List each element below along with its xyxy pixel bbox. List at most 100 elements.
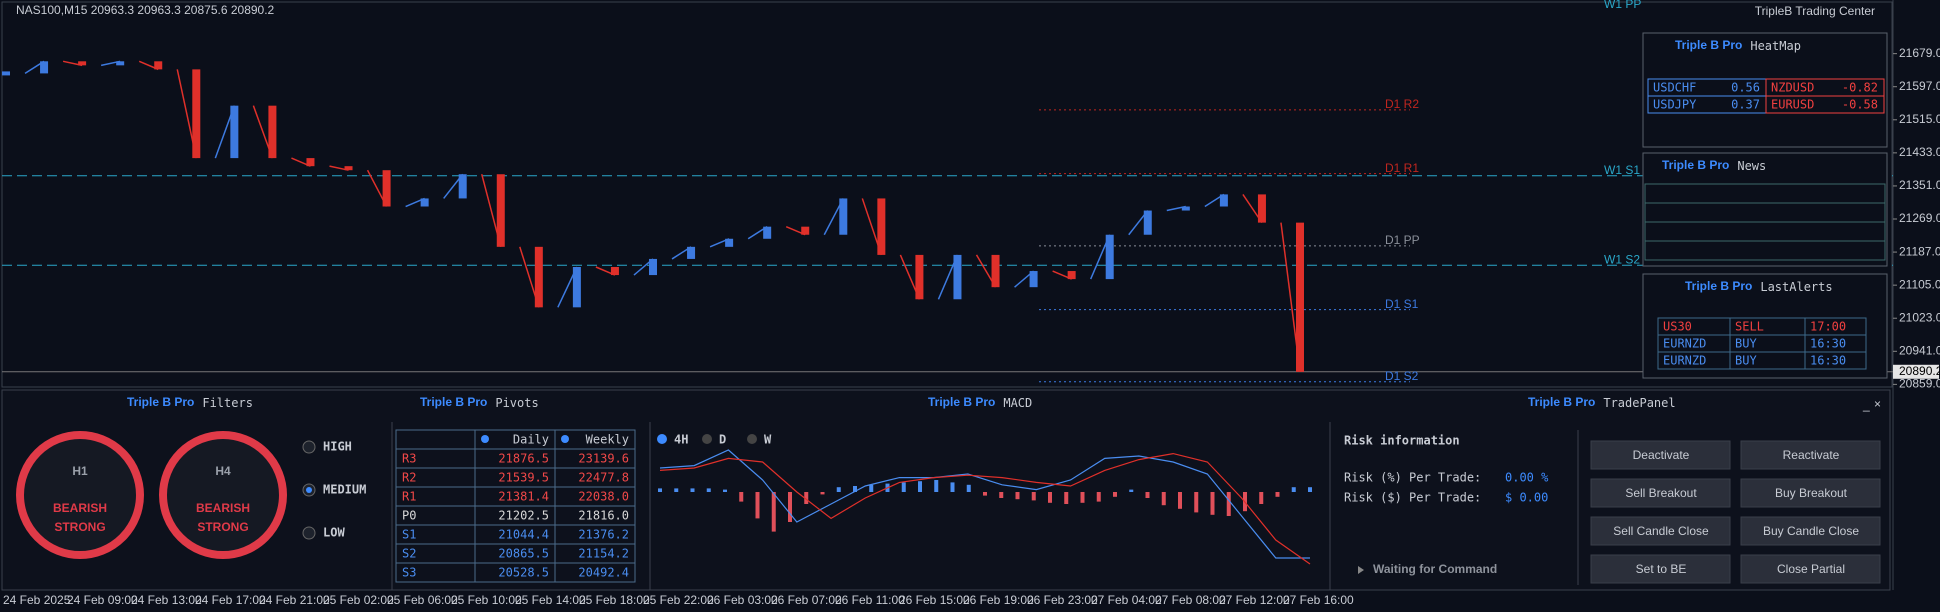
title: Filters: [202, 396, 253, 410]
close-icon[interactable]: ×: [1874, 397, 1881, 411]
price-tick-label: 21023.0: [1899, 310, 1940, 324]
macd-bar: [1096, 492, 1101, 502]
news-box: [1642, 152, 1888, 267]
brand: Triple B Pro: [1675, 38, 1742, 52]
heatmap-box: [1642, 32, 1888, 148]
button[interactable]: [1590, 516, 1731, 546]
macd-bar: [983, 492, 987, 496]
time-label: 25 Feb 18:00: [579, 593, 650, 607]
button-label[interactable]: Buy Candle Close: [1763, 524, 1859, 538]
button-label[interactable]: Set to BE: [1636, 562, 1687, 576]
title: Pivots: [495, 396, 538, 410]
risk-value: 0.00 %: [1505, 471, 1549, 485]
macd-bar: [869, 484, 874, 492]
tf-label[interactable]: D: [719, 433, 726, 447]
brand: Triple B Pro: [1528, 395, 1595, 409]
panel-title: Triple B Pro Filters: [127, 395, 253, 409]
time-label: 25 Feb 02:00: [323, 593, 394, 607]
gauge-strength: STRONG: [197, 520, 248, 534]
button[interactable]: [1740, 478, 1881, 508]
button-label[interactable]: Close Partial: [1777, 562, 1845, 576]
candle: [2, 71, 10, 76]
time-label: 24 Feb 21:00: [259, 593, 330, 607]
button-label[interactable]: Buy Breakout: [1775, 486, 1848, 500]
candle: [154, 61, 163, 70]
candle: [915, 254, 924, 300]
tf-radio[interactable]: [657, 434, 667, 444]
macd-bar: [853, 486, 857, 492]
candle: [1029, 271, 1038, 288]
candle: [1105, 234, 1114, 280]
candle: [40, 61, 49, 74]
pivot-text: 21154.2: [578, 547, 629, 561]
radio[interactable]: [302, 440, 316, 454]
button-label[interactable]: Deactivate: [1633, 448, 1690, 462]
tf-radio[interactable]: [702, 434, 712, 444]
tf-label[interactable]: 4H: [674, 433, 688, 447]
candle: [1181, 206, 1190, 211]
alert-text: US30: [1663, 320, 1692, 334]
macd-bar: [658, 488, 662, 492]
button[interactable]: [1740, 554, 1881, 584]
button-label[interactable]: Sell Candle Close: [1613, 524, 1709, 538]
time-label: 26 Feb 11:00: [835, 593, 905, 607]
radio-dot: [306, 487, 312, 493]
radio-label[interactable]: LOW: [323, 526, 345, 540]
macd-bar: [999, 492, 1004, 498]
alert-text: EURNZD: [1663, 337, 1706, 351]
pivot-text: P0: [402, 509, 416, 523]
daily-level-label: D1 R2: [1385, 97, 1419, 111]
news-row: [1644, 240, 1886, 261]
candle: [572, 267, 581, 308]
time-label: 24 Feb 2025: [3, 593, 71, 607]
button[interactable]: [1590, 440, 1731, 470]
heatmap-pair: USDJPY: [1653, 98, 1697, 112]
pivot-text: 21381.4: [498, 490, 549, 504]
button-label[interactable]: Reactivate: [1783, 448, 1840, 462]
alert-text: 16:30: [1810, 337, 1846, 351]
alert-text: 16:30: [1810, 354, 1846, 368]
radio-label[interactable]: MEDIUM: [323, 483, 366, 497]
candle: [649, 258, 657, 276]
candle: [1257, 194, 1266, 223]
title: TradePanel: [1603, 396, 1675, 410]
button[interactable]: [1590, 554, 1731, 584]
alert-text: SELL: [1735, 320, 1764, 334]
title: LastAlerts: [1760, 280, 1832, 294]
symbol-info: NAS100,M15 20963.3 20963.3 20875.6 20890…: [16, 3, 275, 17]
button[interactable]: [1740, 440, 1881, 470]
macd-bar: [1275, 492, 1280, 497]
macd-main-line: [659, 449, 1310, 559]
alert-text: BUY: [1735, 354, 1757, 368]
tf-radio[interactable]: [747, 434, 757, 444]
macd-bar: [1194, 492, 1199, 513]
pivot-text: S3: [402, 566, 416, 580]
heatmap-cell: [1765, 95, 1885, 114]
gauge-timeframe: H1: [72, 464, 88, 478]
gauge-trend: BEARISH: [53, 501, 107, 515]
pivot-text: 21876.5: [498, 452, 549, 466]
gauge-ring: [16, 431, 144, 559]
alert-text: 17:00: [1810, 320, 1846, 334]
pivot-head-radio: [561, 435, 569, 443]
candle: [1219, 194, 1228, 207]
macd-bar: [836, 487, 841, 492]
button-label[interactable]: Sell Breakout: [1625, 486, 1697, 500]
price-tick-label: 21187.0: [1899, 244, 1940, 258]
button[interactable]: [1740, 516, 1881, 546]
daily-level-label: D1 S1: [1385, 297, 1419, 311]
risk-label: Risk ($) Per Trade:: [1344, 491, 1481, 505]
heatmap-value: -0.58: [1842, 98, 1878, 112]
candle: [953, 254, 962, 300]
macd-bar: [1178, 492, 1182, 509]
minimize-icon[interactable]: _: [1862, 398, 1870, 412]
macd-bar: [723, 489, 727, 492]
macd-bar: [771, 492, 776, 532]
radio-label[interactable]: HIGH: [323, 440, 352, 454]
radio[interactable]: [302, 526, 316, 540]
tf-label[interactable]: W: [764, 433, 772, 447]
button[interactable]: [1590, 478, 1731, 508]
candle: [1143, 210, 1152, 235]
candle: [877, 198, 886, 255]
pivot-column: Daily: [513, 433, 549, 447]
